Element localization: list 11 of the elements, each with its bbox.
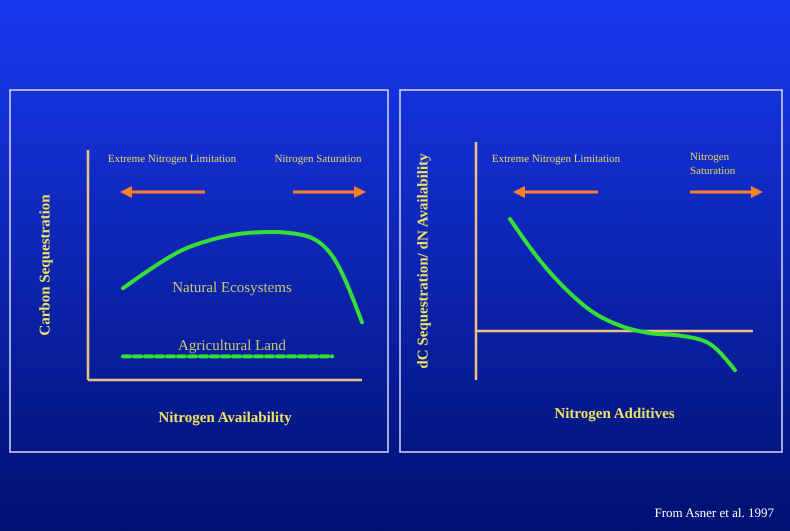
y-axis-title: dC Sequestration/ dN Availability — [415, 152, 432, 369]
text: Extreme Nitrogen Limitation — [108, 153, 237, 165]
y-axis-title: Carbon Sequestration — [37, 194, 54, 336]
series-label: Natural Ecosystems — [172, 280, 292, 296]
x-axis-title: Nitrogen Availability — [158, 410, 292, 426]
series-label: Agricultural Land — [178, 338, 286, 354]
text: From Asner et al. 1997 — [654, 505, 774, 520]
x-axis-title: Nitrogen Additives — [554, 406, 675, 422]
text: Nitrogen Saturation — [274, 153, 362, 165]
text: Nitrogen Saturation — [690, 151, 736, 177]
text: Extreme Nitrogen Limitation — [492, 153, 621, 165]
